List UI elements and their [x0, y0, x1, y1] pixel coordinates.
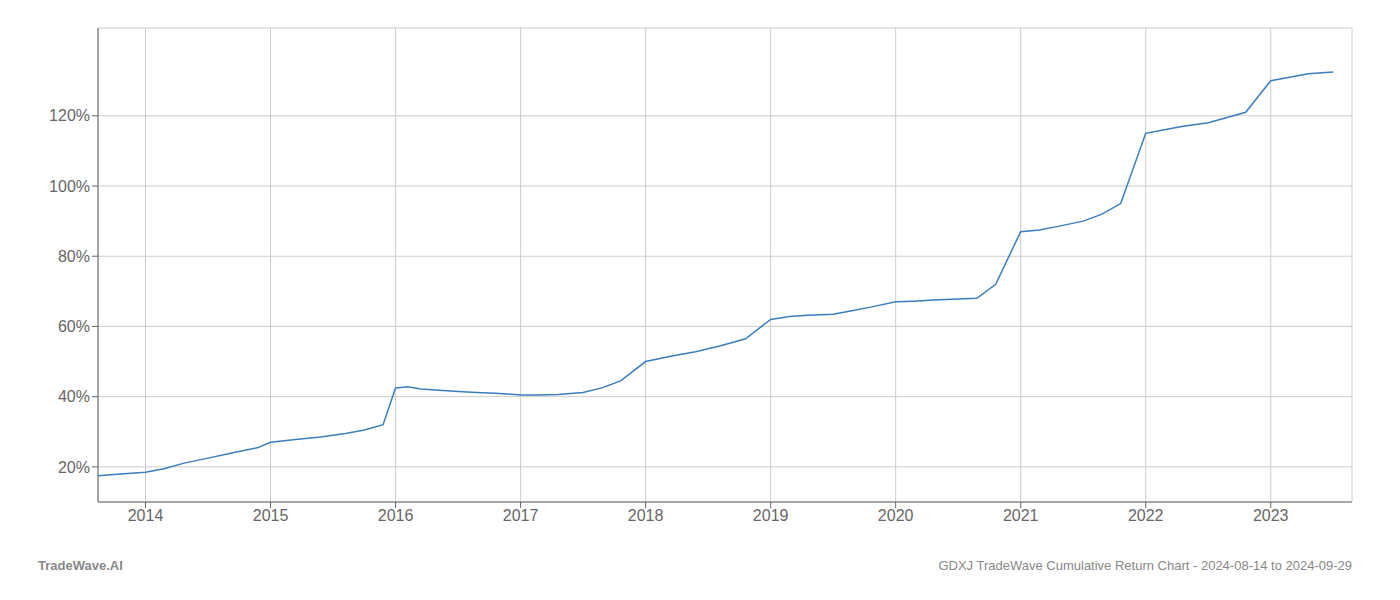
svg-text:2021: 2021 [1003, 507, 1039, 524]
svg-text:40%: 40% [58, 388, 90, 405]
svg-text:2017: 2017 [503, 507, 539, 524]
svg-text:2014: 2014 [128, 507, 164, 524]
svg-text:2023: 2023 [1253, 507, 1289, 524]
svg-text:2018: 2018 [628, 507, 664, 524]
html-text:TradeWave.AI: TradeWave.AI [38, 558, 123, 573]
svg-text:20%: 20% [58, 459, 90, 476]
svg-text:60%: 60% [58, 318, 90, 335]
svg-text:2015: 2015 [253, 507, 289, 524]
svg-text:2016: 2016 [378, 507, 414, 524]
svg-text:120%: 120% [49, 107, 90, 124]
svg-text:100%: 100% [49, 178, 90, 195]
svg-text:2022: 2022 [1128, 507, 1164, 524]
svg-text:2019: 2019 [753, 507, 789, 524]
svg-text:80%: 80% [58, 248, 90, 265]
html-text:GDXJ TradeWave Cumulative Retu: GDXJ TradeWave Cumulative Return Chart -… [938, 558, 1352, 573]
svg-text:2020: 2020 [878, 507, 914, 524]
